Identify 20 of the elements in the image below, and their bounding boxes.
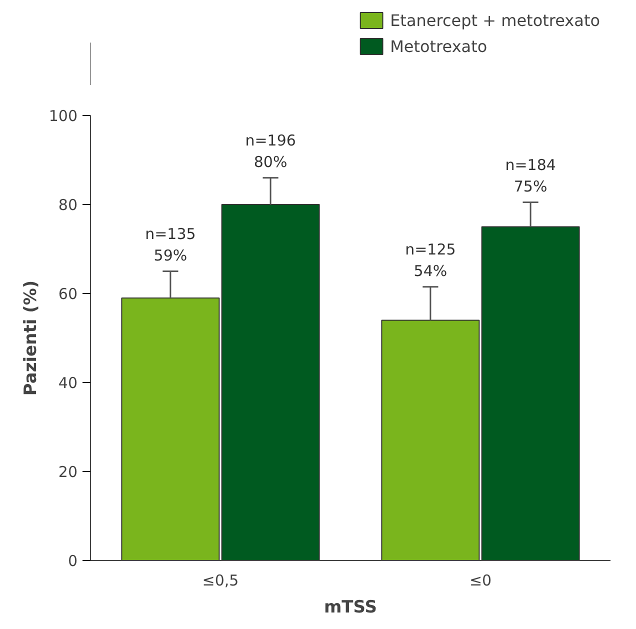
y-tick-label: 0 bbox=[68, 552, 78, 570]
data-label: n=135 59% bbox=[145, 224, 196, 265]
x-tick-label: ≤0,5 bbox=[202, 572, 239, 590]
x-axis-title: mTSS bbox=[324, 598, 378, 618]
bar bbox=[481, 226, 580, 560]
data-label: n=184 75% bbox=[505, 156, 556, 196]
legend-label: Metotrexato bbox=[390, 36, 488, 56]
y-axis-title: Pazienti (%) bbox=[20, 280, 41, 396]
data-label: n=125 54% bbox=[405, 240, 456, 280]
data-label: n=196 80% bbox=[245, 132, 296, 172]
legend-label: Etanercept + metotrexato bbox=[390, 10, 600, 30]
y-tick-label: 20 bbox=[58, 463, 78, 481]
bar bbox=[121, 297, 220, 560]
y-tick-label: 100 bbox=[48, 107, 78, 125]
y-tick-label: 80 bbox=[58, 196, 78, 214]
bar bbox=[381, 320, 480, 560]
x-tick-label: ≤0 bbox=[469, 572, 492, 590]
y-tick-label: 40 bbox=[58, 374, 78, 392]
bar bbox=[221, 204, 320, 560]
y-tick-label: 60 bbox=[58, 285, 78, 303]
